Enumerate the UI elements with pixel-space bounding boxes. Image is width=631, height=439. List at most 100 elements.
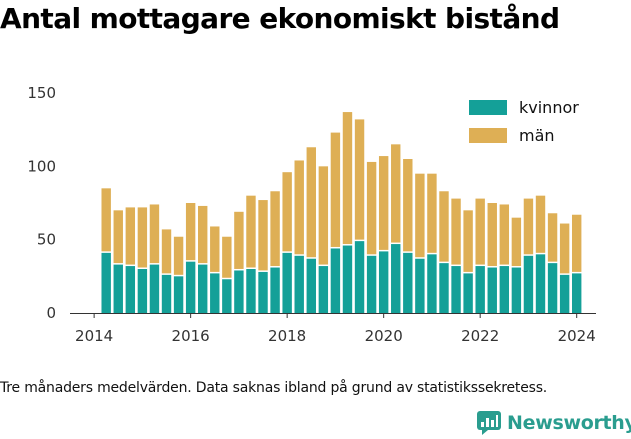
bar-kvinnor	[366, 255, 377, 313]
brand-name: Newsworthy	[507, 412, 631, 434]
bar-kvinnor	[463, 273, 473, 313]
bar-kvinnor	[270, 267, 280, 313]
bar-kvinnor	[439, 263, 449, 313]
bar-kvinnor	[475, 266, 485, 313]
bar-kvinnor	[330, 248, 341, 313]
x-tick-label: 2016	[172, 327, 210, 345]
bar-kvinnor	[403, 252, 413, 313]
legend-swatch	[469, 100, 507, 115]
x-tick-label: 2022	[461, 327, 499, 345]
bar-man	[234, 211, 244, 269]
bar-man	[487, 203, 497, 267]
bar-man	[125, 207, 136, 265]
bar-man	[463, 210, 473, 272]
bar-kvinnor	[511, 267, 522, 313]
bar-man	[246, 195, 256, 268]
bar-kvinnor	[451, 266, 461, 313]
bar-kvinnor	[234, 270, 244, 313]
bar-man	[547, 213, 558, 262]
newsworthy-logo-icon	[477, 411, 501, 435]
x-tick-label: 2014	[75, 327, 113, 345]
bar-kvinnor	[173, 276, 184, 313]
bar-man	[210, 226, 220, 272]
bar-man	[318, 166, 329, 265]
bar-man	[258, 200, 268, 271]
y-tick-label: 100	[27, 157, 56, 175]
bar-man	[571, 214, 582, 272]
newsworthy-logo: Newsworthy	[476, 410, 631, 436]
bar-man	[198, 205, 208, 264]
bar-man	[415, 173, 425, 258]
bar-man	[427, 173, 437, 253]
bar-kvinnor	[354, 241, 365, 313]
bar-man	[306, 147, 316, 258]
bar-kvinnor	[258, 271, 268, 313]
bar-man	[282, 172, 292, 252]
bars	[101, 112, 582, 313]
bar-man	[342, 112, 353, 245]
bar-kvinnor	[378, 251, 389, 313]
legend-label: män	[519, 126, 555, 145]
bar-kvinnor	[499, 266, 510, 313]
x-tick-label: 2018	[268, 327, 306, 345]
bar-man	[294, 160, 304, 255]
bar-kvinnor	[101, 252, 111, 313]
bar-man	[559, 223, 570, 274]
legend-label: kvinnor	[519, 98, 579, 117]
bar-kvinnor	[113, 264, 123, 313]
y-tick-label: 50	[37, 231, 56, 249]
bar-man	[161, 229, 172, 274]
bar-kvinnor	[294, 255, 304, 313]
bar-kvinnor	[415, 258, 425, 313]
bar-kvinnor	[559, 274, 570, 313]
bar-man	[366, 161, 377, 255]
bar-man	[222, 236, 232, 278]
y-tick-label: 150	[27, 84, 56, 102]
bar-man	[378, 156, 389, 250]
bar-kvinnor	[198, 264, 208, 313]
bar-man	[149, 204, 160, 264]
bar-kvinnor	[137, 269, 148, 313]
bar-man	[137, 207, 148, 268]
x-tick-label: 2024	[558, 327, 596, 345]
bar-kvinnor	[282, 252, 292, 313]
bar-man	[511, 217, 522, 267]
bar-man	[439, 191, 449, 262]
bar-kvinnor	[318, 266, 329, 313]
bar-man	[403, 159, 413, 252]
bar-kvinnor	[342, 245, 353, 313]
bar-man	[475, 198, 485, 265]
bar-man	[499, 204, 510, 265]
y-axis: 0 50 100 150	[27, 84, 56, 322]
bar-man	[173, 236, 184, 275]
bar-kvinnor	[427, 254, 437, 313]
bar-man	[101, 188, 111, 252]
bar-kvinnor	[535, 254, 546, 313]
bar-kvinnor	[391, 244, 401, 313]
x-axis: 2014 2016 2018 2020 2022 2024	[70, 313, 596, 345]
bar-man	[451, 198, 461, 265]
bar-kvinnor	[487, 267, 497, 313]
bar-man	[330, 132, 341, 247]
legend: kvinnor män	[469, 98, 579, 145]
bar-man	[535, 195, 546, 253]
bar-kvinnor	[210, 273, 220, 313]
bar-man	[270, 191, 280, 267]
bar-kvinnor	[571, 273, 582, 313]
bar-man	[185, 203, 196, 261]
bar-kvinnor	[222, 279, 232, 313]
bar-kvinnor	[246, 269, 256, 313]
bar-man	[523, 198, 534, 255]
bar-kvinnor	[547, 263, 558, 313]
x-tick-label: 2020	[365, 327, 403, 345]
legend-swatch	[469, 128, 507, 143]
bar-man	[113, 210, 123, 264]
bar-kvinnor	[161, 274, 172, 313]
chart-title: Antal mottagare ekonomiskt bistånd	[0, 2, 560, 35]
bar-kvinnor	[149, 264, 160, 313]
bar-kvinnor	[306, 258, 316, 313]
bar-man	[354, 119, 365, 240]
bar-man	[391, 144, 401, 243]
chart-caption: Tre månaders medelvärden. Data saknas ib…	[0, 380, 548, 396]
